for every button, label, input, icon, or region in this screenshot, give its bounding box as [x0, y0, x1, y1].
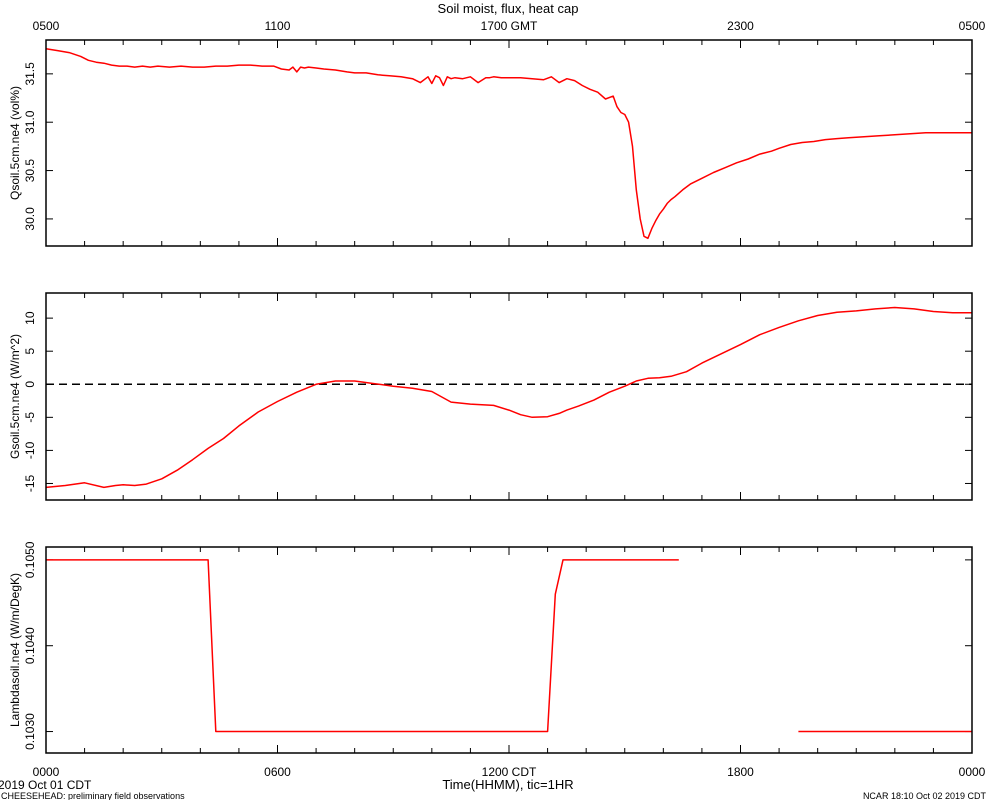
bottom-axis-tick-label: 1200 CDT — [482, 765, 537, 779]
chart-title: Soil moist, flux, heat cap — [438, 1, 579, 16]
y-tick-label: 0.1040 — [23, 627, 37, 664]
plot-frame — [45, 39, 973, 247]
y-axis-title: Qsoil.5cm.ne4 (vol%) — [8, 86, 22, 200]
data-series-line — [46, 559, 679, 733]
plot-frame — [45, 292, 973, 501]
x-axis-label: Time(HHMM), tic=1HR — [442, 777, 573, 792]
footer-date-label: 2019 Oct 01 CDT — [0, 778, 92, 792]
y-tick-label: 31.0 — [23, 110, 37, 134]
footer-project-label: CHEESEHEAD: preliminary field observatio… — [1, 791, 185, 800]
y-axis-title: Lambdasoil.ne4 (W/m/DegK) — [8, 573, 22, 727]
y-tick-label: -10 — [23, 441, 37, 459]
data-series-line — [45, 47, 972, 240]
y-tick-label: 30.5 — [23, 159, 37, 183]
footer-stamp: NCAR 18:10 Oct 02 2019 CDT — [863, 791, 987, 800]
bottom-axis-tick-label: 1800 — [727, 765, 754, 779]
y-tick-label: 0.1030 — [23, 713, 37, 750]
data-series-line — [45, 306, 972, 489]
y-tick-label: 10 — [23, 311, 37, 325]
y-tick-label: 31.5 — [23, 62, 37, 86]
y-axis-title: Gsoil.5cm.ne4 (W/m^2) — [8, 334, 22, 459]
bottom-axis-tick-labels: 0000 0600 1200 CDT 1800 0000 — [33, 765, 986, 779]
top-axis-tick-label: 2300 — [727, 19, 754, 33]
bottom-axis-tick-label: 0000 — [959, 765, 986, 779]
top-axis-tick-label: 0500 — [959, 19, 986, 33]
y-tick-label: -15 — [23, 474, 37, 492]
top-axis-tick-labels: 0500 1100 1700 GMT 2300 0500 — [33, 19, 986, 33]
plot-frame — [45, 546, 973, 754]
top-axis-tick-label: 1100 — [265, 19, 291, 33]
bottom-axis-tick-label: 0000 — [33, 765, 60, 779]
y-tick-label: 0.1050 — [23, 541, 37, 578]
y-tick-label: -5 — [23, 412, 37, 423]
y-tick-label: 30.0 — [23, 207, 37, 231]
top-axis-tick-label: 0500 — [33, 19, 60, 33]
bottom-axis-tick-label: 0600 — [264, 765, 291, 779]
y-tick-label: 0 — [23, 381, 37, 388]
top-axis-tick-label: 1700 GMT — [481, 19, 538, 33]
y-tick-label: 5 — [23, 348, 37, 355]
